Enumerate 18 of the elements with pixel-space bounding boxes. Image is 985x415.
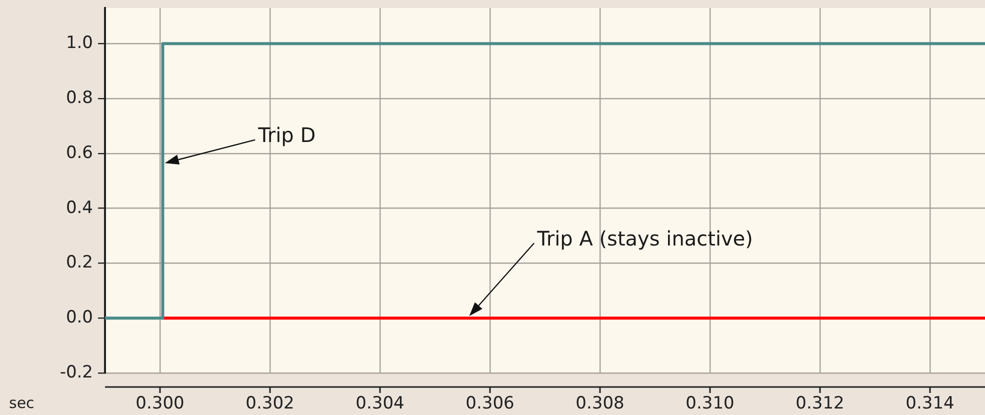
y-tick-label: 0.0 [66, 308, 93, 328]
x-axis-title: sec [9, 394, 34, 412]
x-tick-label: 0.302 [246, 394, 294, 414]
x-tick-label: 0.304 [356, 394, 404, 414]
x-tick-label: 0.312 [796, 394, 844, 414]
y-tick-label: 0.4 [66, 198, 93, 218]
y-tick-label: 0.2 [66, 252, 93, 273]
y-tick-label: 0.8 [66, 88, 93, 108]
y-tick-label: 1.0 [66, 33, 93, 54]
y-tick-label: 0.6 [66, 142, 93, 163]
x-tick-label: 0.300 [136, 394, 184, 414]
annotation: Trip A (stays inactive) [536, 226, 753, 250]
x-tick-label: 0.310 [686, 394, 734, 414]
annotation: Trip D [257, 123, 316, 148]
x-tick-label: 0.308 [576, 394, 624, 414]
x-tick-label: 0.314 [906, 394, 954, 414]
x-tick-label: 0.306 [466, 394, 514, 414]
y-tick-label: -0.2 [60, 362, 93, 382]
